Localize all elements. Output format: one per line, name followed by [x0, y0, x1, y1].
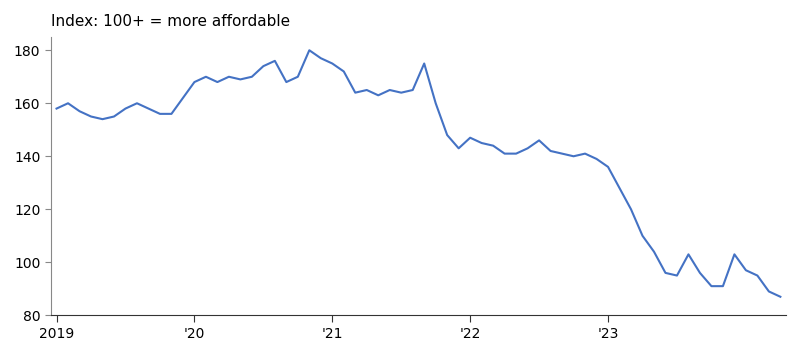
Text: Index: 100+ = more affordable: Index: 100+ = more affordable: [51, 14, 290, 29]
